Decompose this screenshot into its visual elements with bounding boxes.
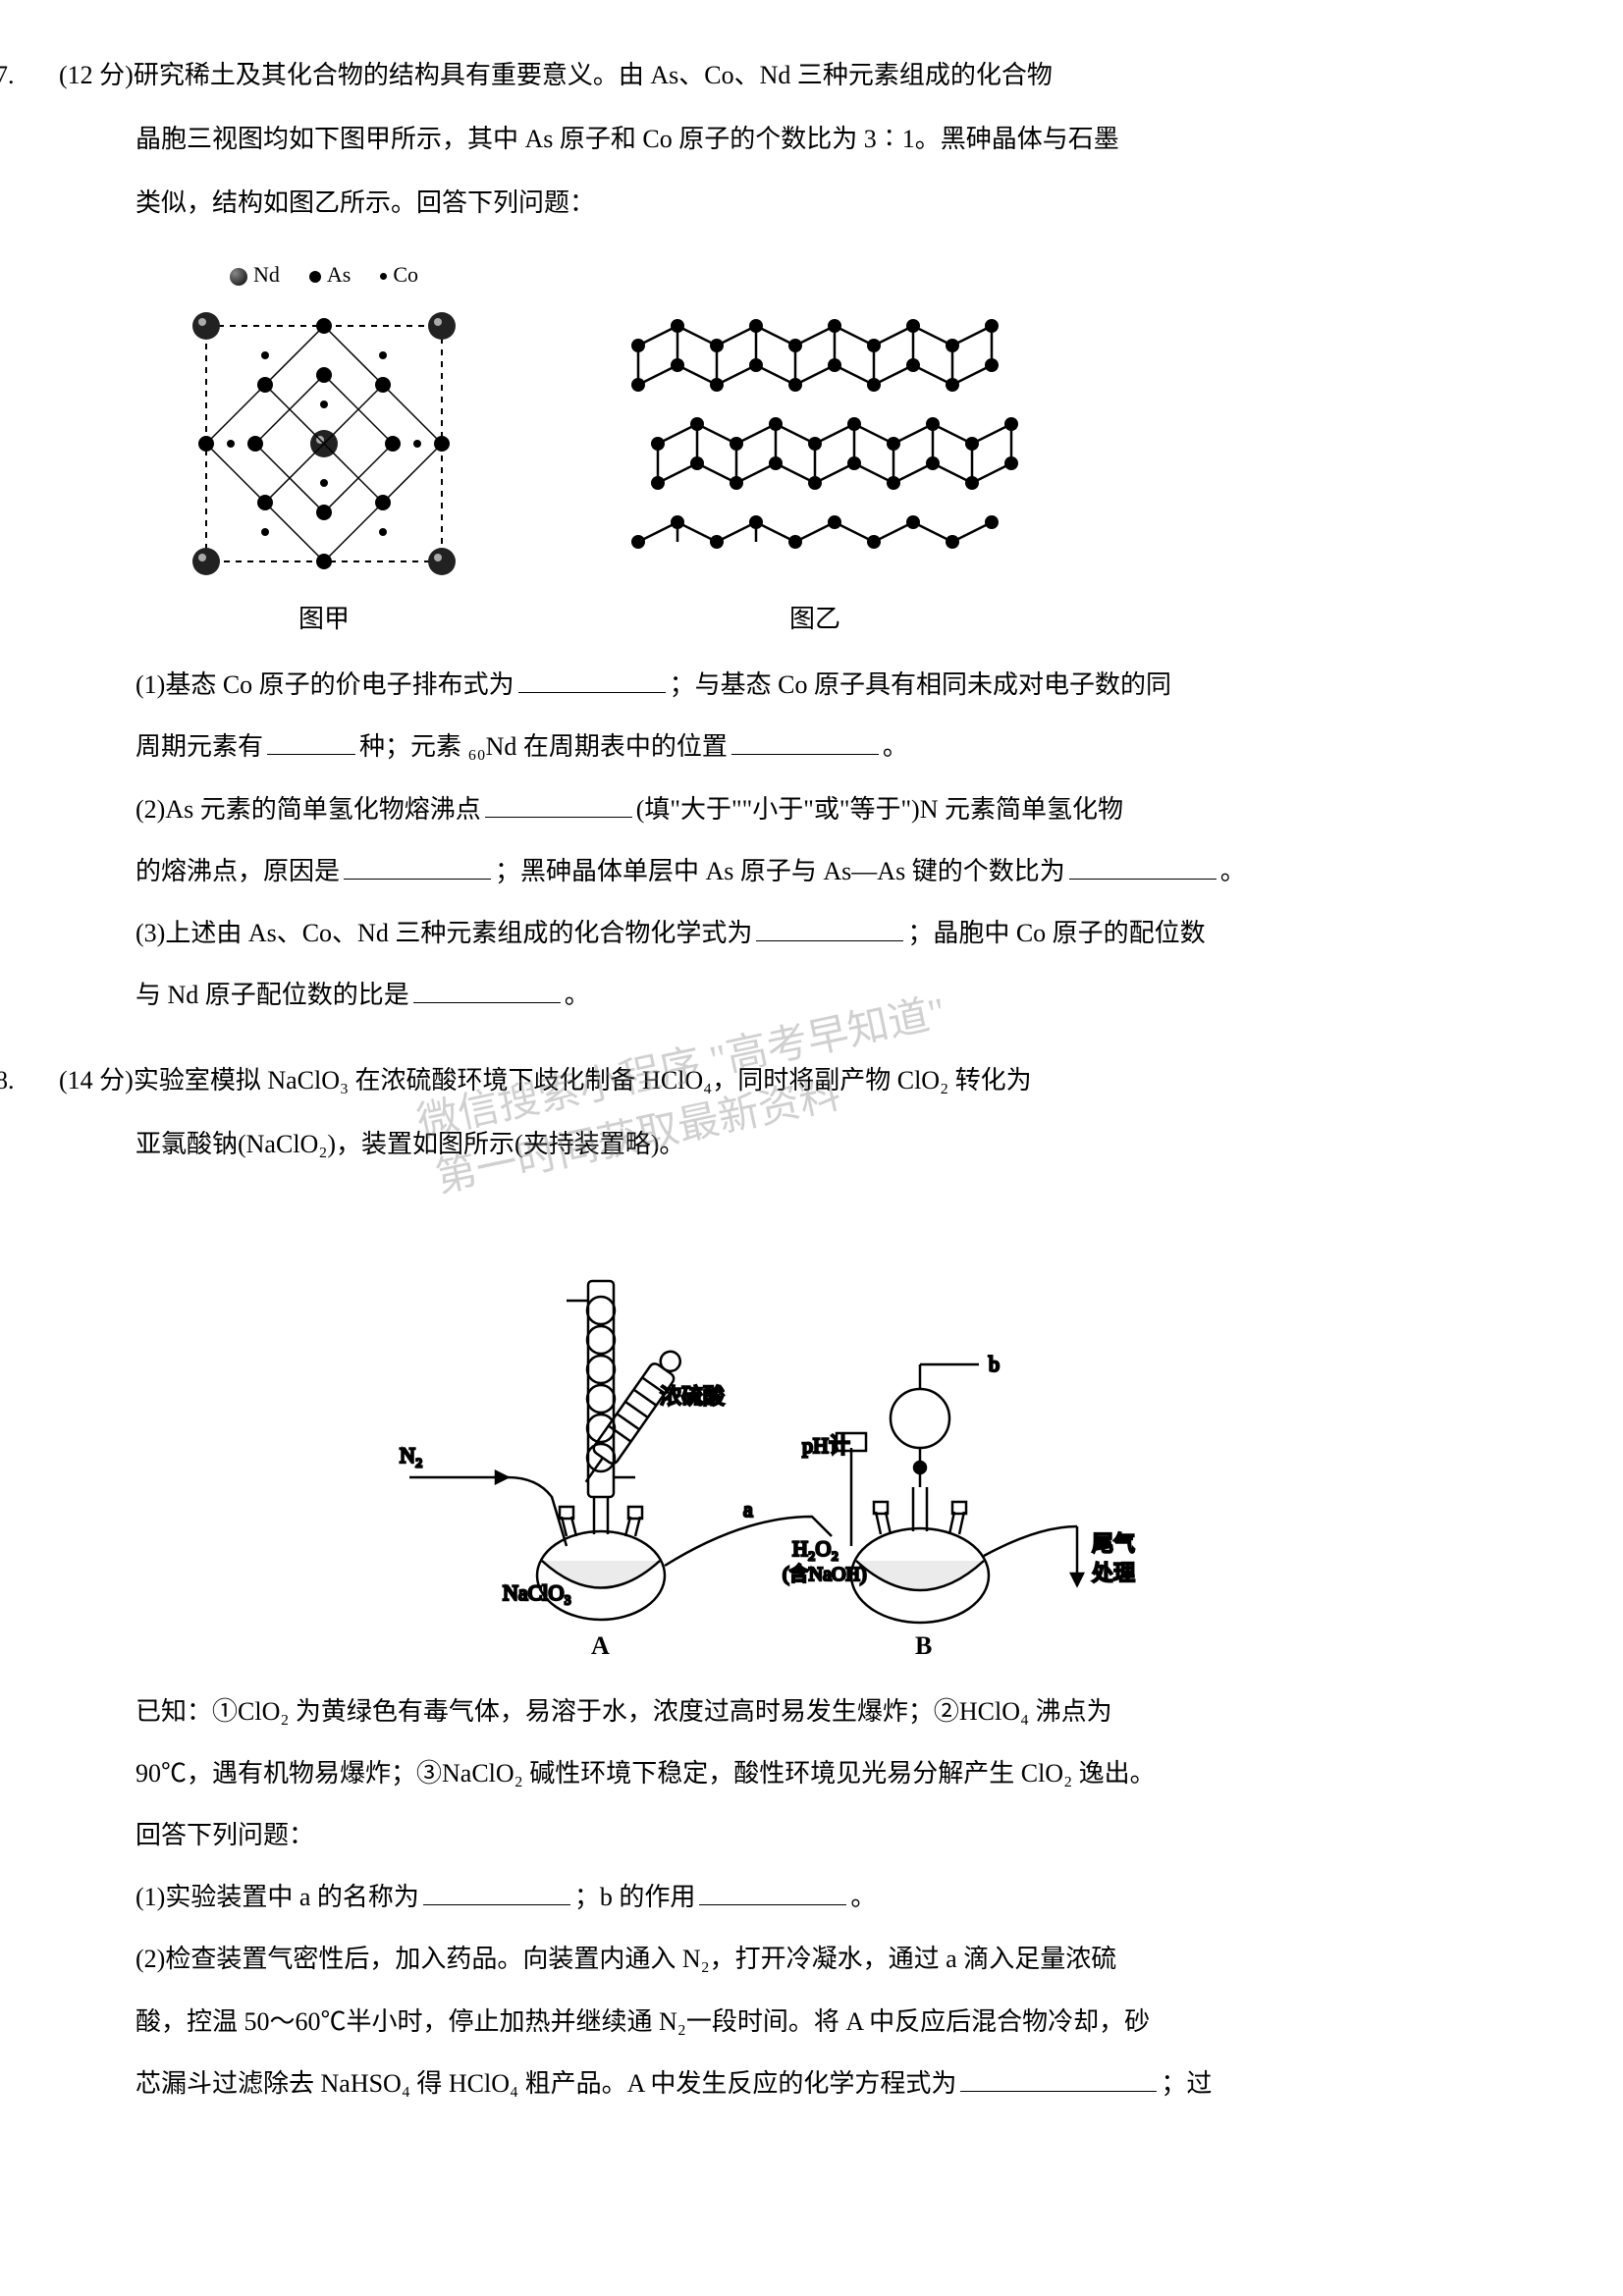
label-b: b [989, 1352, 1000, 1376]
crystal-legend: Nd As Co [230, 251, 418, 298]
q17-points: (12 分) [59, 61, 134, 89]
q18-p2-line3: 芯漏斗过滤除去 NaHSO₄ 得 HClO₄ 粗产品。A 中发生反应的化学方程式… [59, 2056, 1564, 2111]
q17-p1-line1: (1)基态 Co 原子的价电子排布式为；与基态 Co 原子具有相同未成对电子数的… [59, 657, 1564, 713]
q17-intro-line2: 晶胞三视图均如下图甲所示，其中 As 原子和 Co 原子的个数比为 3∶1。黑砷… [59, 111, 1564, 167]
q18-intro1: 实验室模拟 NaClO₃ 在浓硫酸环境下歧化制备 HClO₄，同时将副产物 Cl… [134, 1066, 1032, 1095]
q17-p1-line2: 周期元素有种；元素 ₆₀Nd 在周期表中的位置。 [59, 719, 1564, 774]
question-17: 17.(12 分)研究稀土及其化合物的结构具有重要意义。由 As、Co、Nd 三… [59, 47, 1564, 1023]
blank-17-2a[interactable] [485, 785, 632, 817]
blank-17-2b[interactable] [344, 848, 491, 880]
label-A: A [591, 1631, 610, 1660]
q17-p2-line2: 的熔沸点，原因是；黑砷晶体单层中 As 原子与 As—As 键的个数比为。 [59, 843, 1564, 899]
q17-intro-line1: 17.(12 分)研究稀土及其化合物的结构具有重要意义。由 As、Co、Nd 三… [59, 47, 1564, 103]
legend-as: As [309, 251, 351, 298]
q18-known-line1: 已知：①ClO₂ 为黄绿色有毒气体，易溶于水，浓度过高时易发生爆炸；②HClO₄… [59, 1683, 1564, 1739]
blank-18-1b[interactable] [699, 1874, 846, 1905]
blank-17-1c[interactable] [731, 723, 879, 755]
label-naoh: (含NaOH) [783, 1563, 867, 1585]
label-B: B [915, 1631, 932, 1660]
q17-p2-line1: (2)As 元素的简单氢化物熔沸点(填"大于""小于"或"等于")N 元素简单氢… [59, 781, 1564, 837]
blank-18-2a[interactable] [960, 2060, 1157, 2092]
label-h2o2: H₂O₂ [792, 1536, 839, 1561]
q18-p2-line1: (2)检查装置气密性后，加入药品。向装置内通入 N₂，打开冷凝水，通过 a 滴入… [59, 1931, 1564, 1987]
q18-known-line2: 90℃，遇有机物易爆炸；③NaClO₂ 碱性环境下稳定，酸性环境见光易分解产生 … [59, 1745, 1564, 1801]
figure-jia-block: Nd As Co [177, 251, 471, 648]
label-sulfuric: 浓硫酸 [660, 1384, 725, 1409]
q17-figures: Nd As Co [177, 251, 1564, 648]
q17-p3-line2: 与 Nd 原子配位数的比是。 [59, 967, 1564, 1023]
legend-nd: Nd [230, 251, 280, 298]
crystal-cell-diagram [177, 306, 471, 581]
black-arsenic-diagram [609, 287, 1021, 581]
q17-intro1: 研究稀土及其化合物的结构具有重要意义。由 As、Co、Nd 三种元素组成的化合物 [134, 61, 1053, 89]
q18-known-line3: 回答下列问题： [59, 1807, 1564, 1863]
q17-intro-line3: 类似，结构如图乙所示。回答下列问题： [59, 175, 1564, 231]
blank-17-3a[interactable] [756, 910, 903, 941]
q18-p2-line2: 酸，控温 50～60℃半小时，停止加热并继续通 N₂一段时间。将 A 中反应后混… [59, 1994, 1564, 2050]
q17-p3-line1: (3)上述由 As、Co、Nd 三种元素组成的化合物化学式为；晶胞中 Co 原子… [59, 905, 1564, 961]
q18-intro-line1: 18.(14 分)实验室模拟 NaClO₃ 在浓硫酸环境下歧化制备 HClO₄，… [59, 1052, 1564, 1108]
figure-yi-block: 图乙 [609, 287, 1021, 647]
blank-17-3b[interactable] [413, 972, 561, 1003]
q18-p1: (1)实验装置中 a 的名称为；b 的作用。 [59, 1869, 1564, 1925]
blank-17-1b[interactable] [267, 723, 355, 755]
q18-points: (14 分) [59, 1066, 134, 1095]
blank-17-1a[interactable] [518, 662, 666, 693]
apparatus-svg: N₂ [370, 1193, 1254, 1664]
apparatus-figure: N₂ [59, 1193, 1564, 1664]
label-tail1: 尾气 [1092, 1531, 1135, 1556]
label-ph: pH计 [802, 1433, 850, 1458]
label-n2: N₂ [400, 1443, 423, 1468]
label-a: a [743, 1497, 753, 1522]
question-18: 微信搜索小程序 "高考早知道" 第一时间获取最新资料 18.(14 分)实验室模… [59, 1052, 1564, 2111]
q18-intro-line2: 亚氯酸钠(NaClO₂)，装置如图所示(夹持装置略)。 [59, 1116, 1564, 1172]
fig-jia-label: 图甲 [298, 591, 350, 647]
blank-18-1a[interactable] [423, 1874, 570, 1905]
label-tail2: 处理 [1092, 1561, 1135, 1585]
label-naclo3: NaClO₃ [503, 1580, 571, 1605]
legend-co: Co [380, 251, 418, 298]
fig-yi-label: 图乙 [789, 591, 840, 647]
blank-17-2c[interactable] [1069, 848, 1217, 880]
